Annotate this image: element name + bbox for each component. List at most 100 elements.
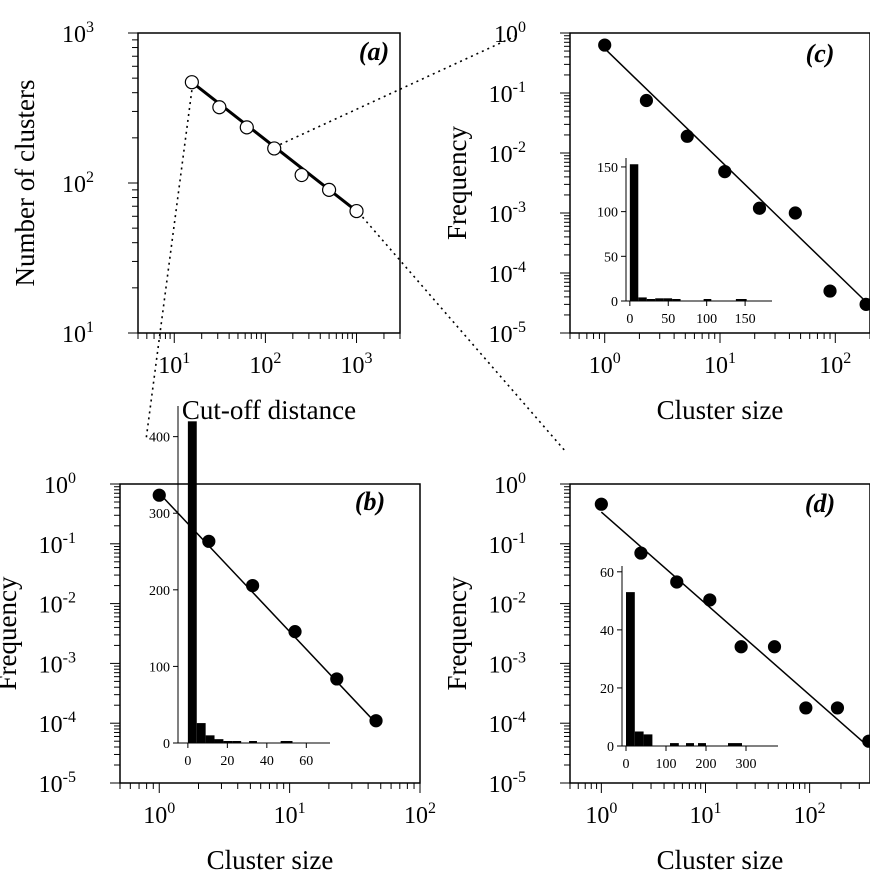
histogram-bar — [686, 743, 694, 746]
histogram-bar — [214, 739, 224, 743]
histogram-bar — [698, 743, 706, 746]
y-tick-label: 10-5 — [39, 769, 76, 798]
inset-y-tick-label: 300 — [149, 507, 170, 522]
inset-x-tick-label: 100 — [696, 312, 717, 327]
inset-y-tick-label: 150 — [597, 161, 618, 176]
data-point — [799, 701, 813, 715]
data-point — [369, 714, 383, 728]
data-point — [752, 201, 767, 215]
inset-histogram: 0 50 100 150 0 50 100 150 — [597, 158, 772, 327]
y-axis-label: Number of clusters — [10, 80, 40, 287]
y-tick-label: 10-1 — [489, 530, 526, 559]
inset-y-tick-label: 100 — [149, 660, 170, 675]
x-tick-label: 102 — [819, 350, 851, 379]
plot-frame — [137, 32, 401, 334]
data-point — [830, 701, 845, 715]
histogram-bar — [646, 299, 656, 301]
y-tick-label: 10-4 — [489, 259, 526, 288]
inset-y-tick-label: 60 — [600, 566, 614, 581]
data-point — [202, 534, 216, 548]
inset-x-tick-label: 20 — [220, 754, 234, 769]
y-tick-label: 10-3 — [39, 649, 76, 678]
histogram-bar — [728, 743, 742, 746]
y-tick-label: 100 — [44, 470, 76, 499]
inset-y-tick-label: 200 — [149, 584, 170, 599]
y-tick-label: 101 — [62, 319, 94, 348]
inset-x-tick-label: 200 — [696, 757, 717, 772]
x-tick-label: 102 — [794, 800, 826, 829]
histogram-bar — [634, 731, 644, 746]
x-axis-label: Cluster size — [657, 395, 784, 425]
y-axis-label: Frequency — [442, 126, 472, 240]
y-tick-label: 10-1 — [39, 530, 76, 559]
x-tick-label: 102 — [249, 350, 281, 379]
connector-to-d — [361, 216, 567, 453]
panel-b: 100 101 102 100 10-1 10-2 10-3 10-4 10-5 Cluster … — [0, 406, 436, 875]
y-tick-label: 10-2 — [489, 139, 526, 168]
y-tick-label: 10-3 — [489, 649, 526, 678]
histogram-bar — [187, 421, 197, 743]
inset-x-tick-label: 60 — [299, 754, 313, 769]
x-tick-label: 103 — [341, 350, 373, 379]
fit-line — [604, 48, 867, 303]
histogram-bar — [629, 164, 639, 301]
histogram-bar — [638, 297, 647, 301]
inset-y-tick-label: 0 — [163, 737, 170, 752]
histogram-bar — [670, 743, 679, 746]
x-tick-label: 100 — [589, 350, 621, 379]
panel-label: (c) — [806, 39, 835, 68]
inset-y-tick-label: 40 — [600, 624, 614, 639]
inset-x-tick-label: 0 — [623, 757, 630, 772]
inset-x-tick-label: 300 — [736, 757, 757, 772]
inset-histogram: 0 100 200 300 400 0 20 40 60 — [149, 406, 330, 769]
x-axis-label: Cluster size — [207, 845, 334, 875]
data-point — [184, 75, 199, 90]
histogram-bar — [232, 741, 242, 743]
data-point — [267, 141, 282, 156]
panel-a: 101 102 103 101 102 103 Cut-off distance Number… — [10, 19, 401, 425]
x-tick-label: 101 — [274, 800, 306, 829]
y-tick-label: 100 — [494, 19, 526, 48]
panel-label: (d) — [805, 489, 835, 518]
histogram-bar — [205, 735, 215, 743]
x-tick-label: 100 — [143, 800, 175, 829]
histogram-bar — [196, 723, 206, 743]
data-point — [639, 93, 654, 108]
histogram-bar — [672, 299, 681, 301]
connector-to-c — [279, 33, 521, 146]
histogram-bar — [655, 298, 664, 301]
y-tick-label: 10-1 — [489, 79, 526, 108]
data-point — [598, 38, 612, 52]
inset-x-tick-label: 100 — [656, 757, 677, 772]
data-point — [788, 206, 802, 220]
x-tick-label: 101 — [689, 800, 721, 829]
plot-frame — [569, 483, 870, 784]
y-axis-label: Frequency — [442, 576, 472, 690]
data-point — [245, 578, 260, 593]
histogram-bar — [626, 592, 635, 746]
y-tick-label: 10-3 — [489, 199, 526, 228]
data-point — [670, 575, 684, 589]
data-point — [859, 297, 870, 311]
inset-x-tick-label: 0 — [184, 754, 191, 769]
y-tick-label: 10-4 — [39, 709, 76, 738]
panel-label: (b) — [355, 487, 385, 516]
histogram-bar — [663, 298, 673, 301]
histogram-bar — [249, 741, 257, 743]
histogram-bar — [643, 734, 653, 746]
data-point — [767, 640, 782, 654]
data-point — [330, 672, 344, 686]
y-tick-label: 102 — [62, 169, 94, 198]
x-tick-label: 102 — [404, 800, 436, 829]
plot-frame — [119, 483, 421, 784]
inset-x-tick-label: 0 — [626, 312, 633, 327]
data-point — [703, 593, 717, 607]
data-point — [212, 100, 227, 115]
fit-line — [158, 492, 377, 724]
y-axis-label: Frequency — [0, 576, 22, 690]
data-point — [152, 488, 166, 502]
data-point — [239, 120, 254, 135]
x-axis-label: Cut-off distance — [182, 395, 356, 425]
inset-x-tick-label: 150 — [735, 312, 756, 327]
